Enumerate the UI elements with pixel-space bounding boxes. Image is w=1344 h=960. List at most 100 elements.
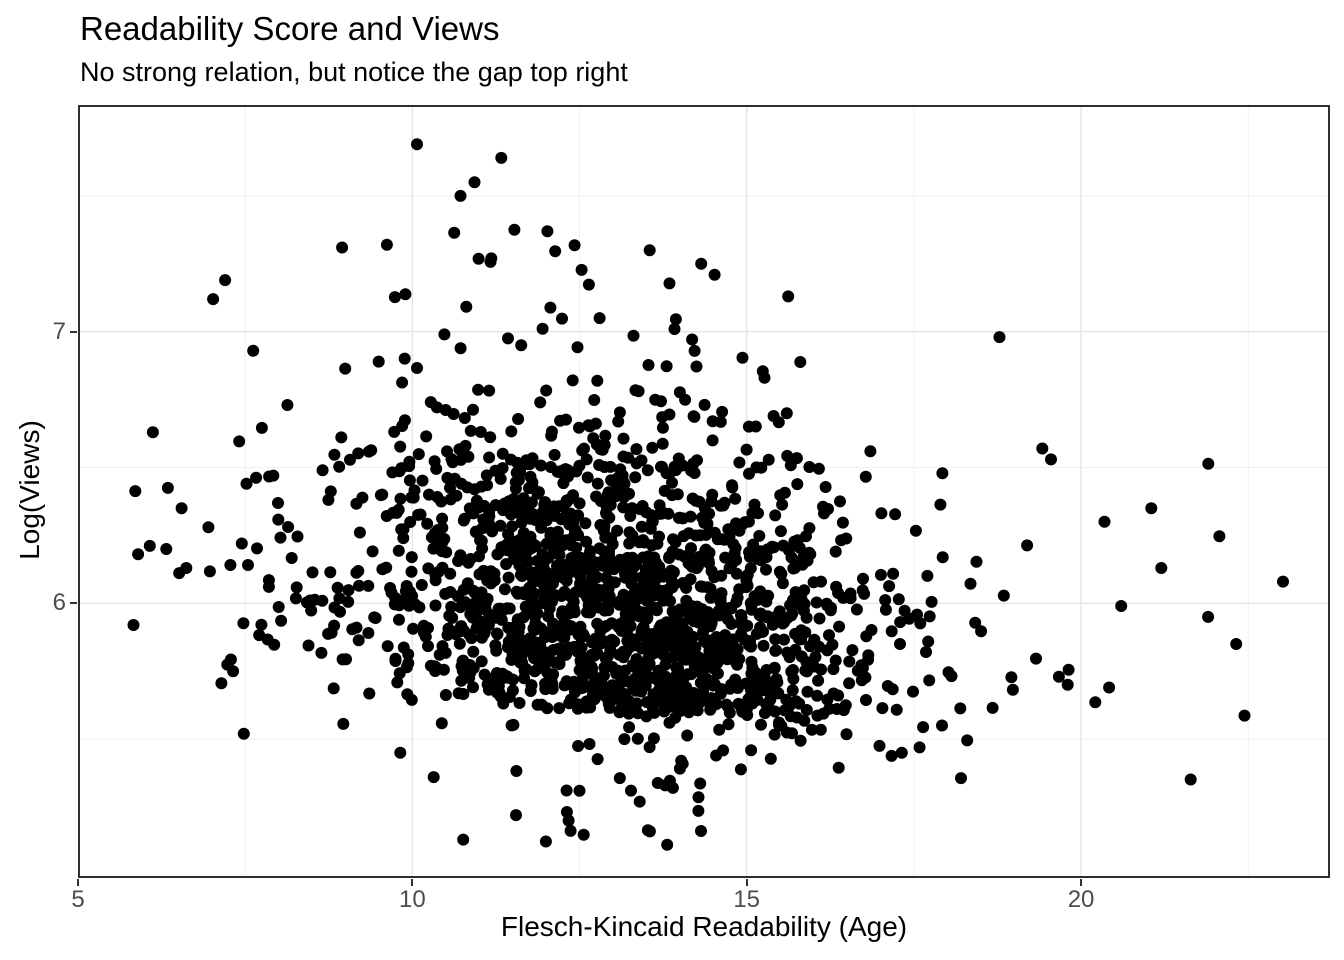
data-point [1089,696,1102,709]
data-point [800,530,812,543]
data-point [446,611,459,624]
data-point [741,579,754,592]
data-point [405,551,418,564]
data-point [672,452,685,465]
data-point [290,581,303,594]
data-point [920,646,932,658]
x-axis-tick-label: 5 [71,886,85,913]
data-point [668,578,681,591]
data-point [224,559,237,571]
data-point [454,549,467,562]
data-point [794,734,807,747]
data-point [575,641,588,654]
data-point [812,674,825,687]
data-point [608,576,621,589]
data-point [573,497,586,510]
data-point [335,431,348,444]
data-point [1030,652,1042,665]
data-point [705,699,718,712]
data-point [843,677,856,690]
data-point [745,677,758,690]
x-axis-title: Flesch-Kincaid Readability (Age) [500,911,908,942]
data-point [289,592,302,605]
data-point [641,824,654,837]
data-point [567,602,580,615]
x-axis-tick [411,879,414,886]
data-point [369,612,382,624]
data-point [740,443,753,456]
data-point [505,425,518,438]
data-point [743,691,756,704]
data-point [617,501,630,514]
data-point [1213,530,1226,543]
data-point [421,517,434,530]
data-point [945,670,958,683]
data-point [758,707,771,720]
data-point [143,539,156,552]
data-point [894,638,906,650]
data-point [907,685,919,698]
data-point [540,384,553,397]
data-point [237,617,250,630]
data-point [458,412,471,424]
data-point [512,413,525,425]
data-point [285,552,298,564]
data-point [690,360,703,373]
data-point [408,484,421,497]
data-point [768,728,781,741]
data-point [855,659,868,672]
data-point [711,667,724,680]
data-point [316,464,329,477]
data-point [253,629,266,642]
data-point [923,674,936,687]
data-point [735,611,748,624]
data-point [786,727,798,740]
data-point [651,537,664,550]
data-point [860,694,872,706]
data-point [1036,442,1049,455]
data-point [588,394,601,406]
data-point [532,486,545,499]
data-point [713,723,726,736]
data-point [403,474,416,487]
data-point [746,661,759,674]
data-point [856,584,869,597]
data-point [616,469,629,482]
data-point [993,331,1006,344]
data-point [843,655,856,668]
data-point [692,804,705,817]
data-point [491,548,504,561]
data-point [564,693,577,706]
data-point [334,605,346,618]
data-point [997,589,1010,602]
data-point [706,434,719,447]
data-point [815,663,828,676]
data-point [780,407,793,420]
data-point [1103,681,1116,694]
data-point [339,362,352,375]
data-point [454,342,467,355]
data-point [202,521,215,534]
data-point [663,408,676,421]
data-point [755,718,767,731]
data-point [726,481,739,494]
data-point [564,824,577,837]
data-point [515,339,528,352]
data-point [564,507,577,520]
data-point [646,589,658,602]
data-point [247,344,260,357]
data-point [406,590,419,602]
data-point [392,544,405,557]
data-point [666,476,678,489]
data-point [787,594,799,607]
data-point [533,650,546,663]
data-point [346,623,359,636]
data-point [770,644,783,657]
data-point [703,507,716,520]
data-point [398,352,411,365]
data-point [478,668,491,681]
data-point [769,705,781,718]
data-point [613,772,626,785]
data-point [438,328,451,341]
data-point [342,595,355,608]
